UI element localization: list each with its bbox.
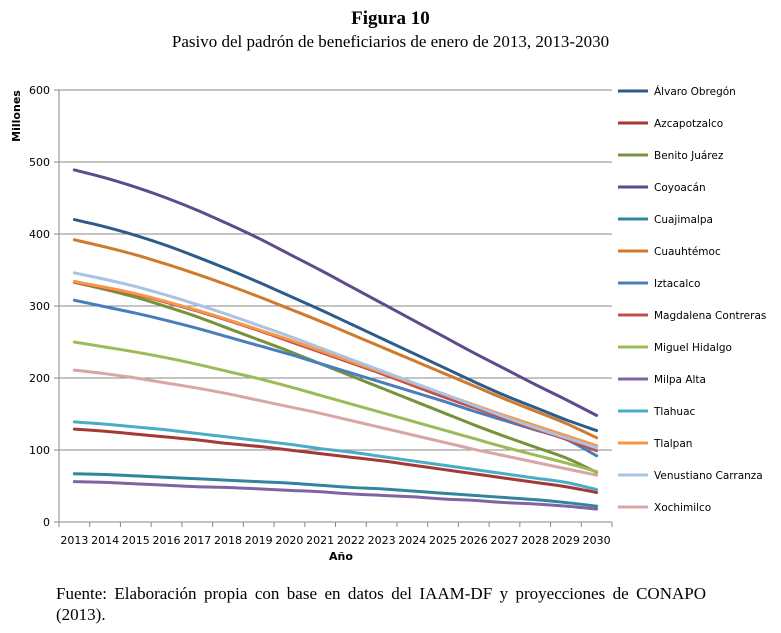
legend-label-iztacalco: Iztacalco: [654, 278, 700, 290]
series-line-xochimilco: [72, 368, 599, 477]
x-tick-label: 2016: [153, 534, 181, 547]
series-line-tlahuac: [72, 420, 599, 492]
x-axis-title: Año: [329, 550, 353, 563]
legend-label-benito-juarez: Benito Juárez: [654, 150, 724, 162]
gridlines: [59, 89, 612, 523]
legend: Álvaro Obregón Azcapotzalco Benito Juárez C…: [618, 85, 766, 514]
legend-label-azcapotzalco: Azcapotzalco: [654, 118, 723, 130]
y-tick-label: 500: [29, 156, 50, 169]
legend-label-tlalpan: Tlalpan: [653, 438, 692, 450]
series-line-iztacalco: [72, 298, 599, 458]
y-tick-label: 600: [29, 84, 50, 97]
series-line-miguel-hidalgo: [72, 340, 599, 474]
legend-label-tlahuac: Tlahuac: [653, 406, 696, 418]
x-tick-label: 2019: [245, 534, 273, 547]
y-axis-title: Millones: [10, 90, 23, 142]
x-tick-label: 2018: [214, 534, 242, 547]
x-axis-ticks: 2013 2014 2015 2016 2017 2018 2019 2020 2021 2022…: [58, 522, 613, 547]
x-tick-label: 2015: [122, 534, 150, 547]
y-tick-label: 300: [29, 300, 50, 313]
series-line-coyoacan: [72, 168, 599, 417]
x-tick-label: 2026: [460, 534, 488, 547]
y-tick-label: 200: [29, 372, 50, 385]
x-tick-label: 2025: [429, 534, 457, 547]
line-chart: 0 100 200 300 400 500 600 2013 2014 2015 2016 2017…: [10, 84, 766, 563]
figure-title: Figura 10: [351, 8, 430, 29]
source-note: Fuente: Elaboración propia con base en d…: [56, 584, 706, 624]
series-line-venustiano-carranza: [72, 271, 599, 450]
series-line-alvaro-obregon: [72, 218, 599, 433]
y-tick-label: 400: [29, 228, 50, 241]
x-tick-label: 2029: [552, 534, 580, 547]
x-tick-label: 2027: [490, 534, 518, 547]
legend-label-xochimilco: Xochimilco: [654, 502, 711, 514]
y-axis-ticks: 0 100 200 300 400 500 600: [29, 84, 59, 529]
legend-label-cuajimalpa: Cuajimalpa: [654, 214, 713, 226]
x-tick-label: 2017: [183, 534, 211, 547]
legend-label-alvaro-obregon: Álvaro Obregón: [654, 85, 736, 98]
figure-subtitle: Pasivo del padrón de beneficiarios de en…: [171, 32, 610, 51]
x-tick-label: 2020: [275, 534, 303, 547]
series-line-cuauhtemoc: [72, 238, 599, 440]
y-tick-label: 0: [43, 516, 50, 529]
x-tick-label: 2023: [368, 534, 396, 547]
series-line-cuajimalpa: [72, 472, 599, 508]
legend-label-milpa-alta: Milpa Alta: [654, 374, 706, 386]
legend-label-magdalena-contreras: Magdalena Contreras: [654, 310, 766, 322]
x-tick-label: 2030: [583, 534, 611, 547]
x-tick-label: 2014: [91, 534, 119, 547]
legend-label-venustiano-carranza: Venustiano Carranza: [654, 470, 763, 482]
series-lines: [72, 168, 599, 511]
legend-label-cuauhtemoc: Cuauhtémoc: [654, 246, 721, 258]
series-line-milpa-alta: [72, 480, 599, 511]
series-line-azcapotzalco: [72, 427, 599, 494]
x-tick-label: 2021: [306, 534, 334, 547]
x-tick-label: 2024: [398, 534, 426, 547]
x-tick-label: 2022: [337, 534, 365, 547]
legend-label-miguel-hidalgo: Miguel Hidalgo: [654, 342, 732, 354]
y-tick-label: 100: [29, 444, 50, 457]
x-tick-label: 2028: [521, 534, 549, 547]
legend-label-coyoacan: Coyoacán: [654, 182, 706, 194]
x-tick-label: 2013: [60, 534, 88, 547]
